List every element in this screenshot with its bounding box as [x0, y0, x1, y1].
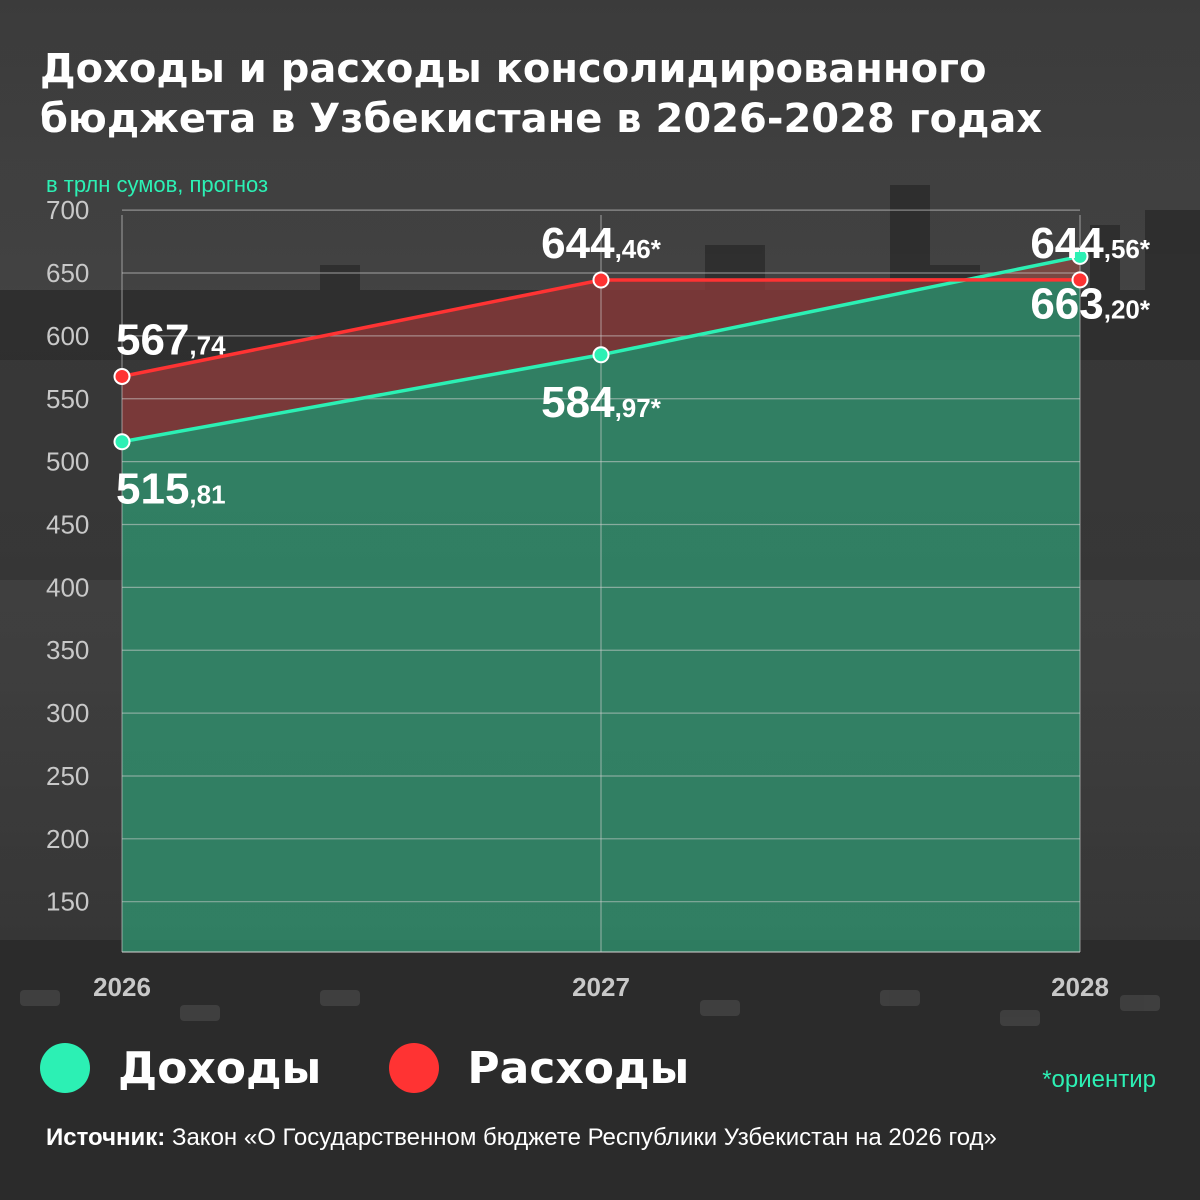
expense-point — [113, 367, 131, 385]
x-tick-label: 2027 — [572, 972, 630, 1002]
y-tick-label: 700 — [46, 195, 89, 225]
y-tick-label: 150 — [46, 887, 89, 917]
income-value-label: 663,20* — [1030, 279, 1151, 328]
y-tick-label: 300 — [46, 698, 89, 728]
income-point — [113, 433, 131, 451]
y-tick-label: 350 — [46, 635, 89, 665]
income-value-label: 515,81 — [116, 465, 226, 514]
expense-point — [1071, 271, 1089, 289]
chart-title: Доходы и расходы консолидированного бюдж… — [40, 44, 1160, 144]
legend-item-expense: Расходы — [389, 1043, 689, 1094]
income-point — [1071, 247, 1089, 265]
expense-value-label: 644,56* — [1030, 219, 1151, 268]
legend-label-expense: Расходы — [467, 1042, 690, 1094]
income-value-label: 584,97* — [541, 378, 662, 427]
x-tick-label: 2026 — [93, 972, 151, 1002]
legend-dot-expense — [389, 1043, 440, 1093]
y-tick-label: 650 — [46, 258, 89, 288]
source-text: Закон «О Государственном бюджете Республ… — [165, 1124, 997, 1151]
footnote: *ориентир — [1042, 1066, 1156, 1093]
source-label: Источник: — [46, 1124, 166, 1151]
source-note: Источник: Закон «О Государственном бюдже… — [46, 1124, 997, 1152]
legend-label-income: Доходы — [118, 1042, 322, 1094]
legend-item-income: Доходы — [40, 1043, 321, 1094]
y-tick-label: 400 — [46, 572, 89, 602]
y-tick-label: 600 — [46, 321, 89, 351]
y-tick-label: 450 — [46, 509, 89, 539]
income-point — [592, 346, 610, 364]
budget-chart: 150 200 250 300 350 400 450 500 550 600 650 700 2026… — [46, 195, 1151, 1002]
y-tick-label: 200 — [46, 824, 89, 854]
chart-title-line2: бюджета в Узбекистане в 2026-2028 годах — [40, 96, 1043, 142]
chart-subtitle: в трлн сумов, прогноз — [46, 172, 269, 197]
legend: Доходы Расходы — [40, 1040, 757, 1096]
expense-value-label: 567,74 — [116, 315, 226, 364]
expense-value-label: 644,46* — [541, 219, 662, 268]
expense-point — [592, 271, 610, 289]
y-tick-label: 550 — [46, 384, 89, 414]
y-tick-label: 250 — [46, 761, 89, 791]
y-tick-label: 500 — [46, 447, 89, 477]
legend-dot-income — [40, 1043, 90, 1093]
chart-title-line1: Доходы и расходы консолидированного — [40, 46, 987, 92]
x-tick-label: 2028 — [1051, 972, 1109, 1002]
